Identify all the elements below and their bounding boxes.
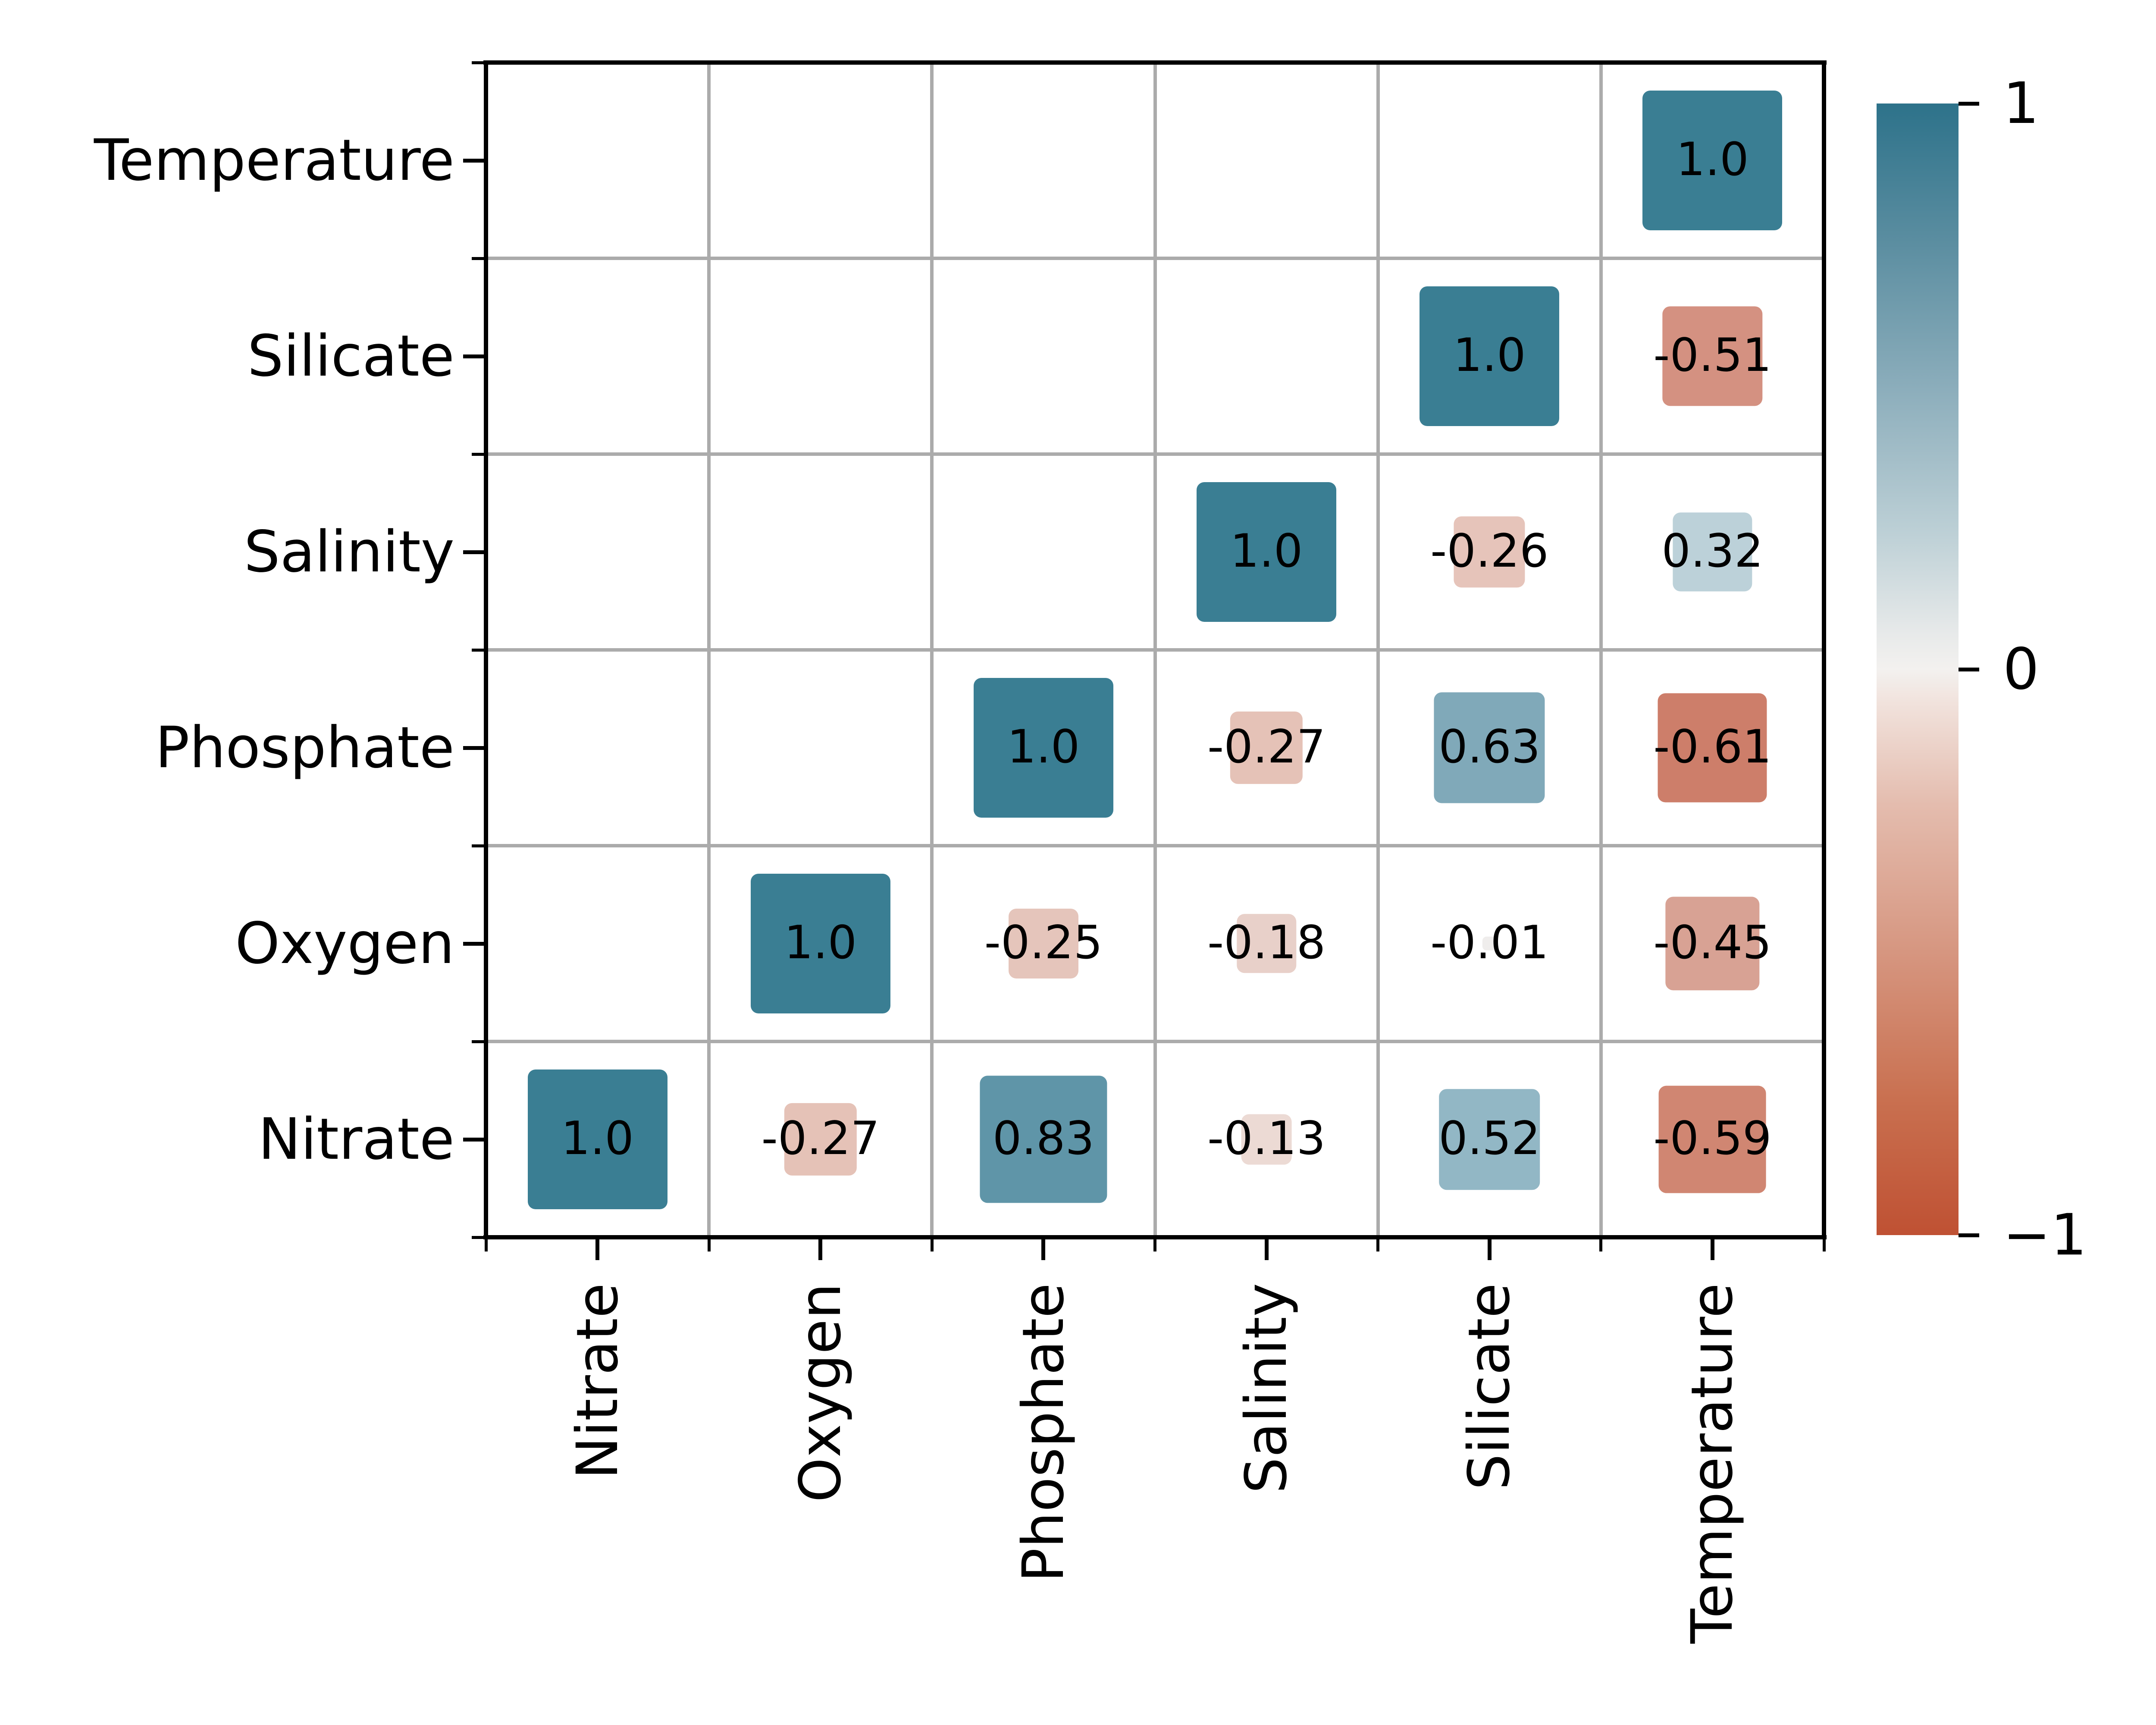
matrix-cell-marker xyxy=(1454,516,1525,588)
matrix-cell-value: 1.0 xyxy=(1007,720,1080,773)
matrix-cell-value: -0.13 xyxy=(1207,1111,1326,1165)
matrix-cell-value: -0.27 xyxy=(1207,720,1326,773)
matrix-cell-marker xyxy=(784,1103,857,1176)
x-tick-label-salinity: Salinity xyxy=(1233,1283,1300,1494)
y-minor-tick xyxy=(472,648,484,652)
matrix-cell-value: 1.0 xyxy=(561,1111,634,1165)
colorbar-tick xyxy=(1959,1233,1979,1237)
matrix-cell-marker xyxy=(1658,693,1767,803)
plot-spine-bottom xyxy=(483,1235,1827,1239)
x-major-tick xyxy=(1487,1239,1492,1260)
x-minor-tick xyxy=(1822,1239,1826,1251)
matrix-cell-value: 0.63 xyxy=(1438,720,1541,773)
matrix-cell-marker xyxy=(1241,1114,1292,1165)
plot-area: Temperature Silicate Salinity Phosphate Oxyg… xyxy=(94,60,1827,1643)
matrix-cell-marker xyxy=(1237,914,1296,973)
y-major-tick xyxy=(463,550,484,554)
grid-hline xyxy=(486,648,1824,652)
matrix-cell-marker xyxy=(1662,306,1763,406)
grid-hline xyxy=(486,257,1824,260)
matrix-cell-value: 1.0 xyxy=(784,916,857,969)
x-major-tick xyxy=(1710,1239,1714,1260)
x-tick-label-temperature: Temperature xyxy=(1679,1283,1746,1644)
plot-spine-right xyxy=(1822,60,1826,1239)
x-tick-label-silicate: Silicate xyxy=(1456,1283,1523,1490)
y-major-tick xyxy=(463,1137,484,1142)
matrix-cell-value: 0.83 xyxy=(992,1111,1094,1165)
x-minor-tick xyxy=(1376,1239,1380,1251)
colorbar-tick-label: −1 xyxy=(2003,1202,2087,1268)
colorbar-gradient xyxy=(1877,104,1959,1235)
y-minor-tick xyxy=(472,257,484,260)
matrix-cell-value: 1.0 xyxy=(1453,328,1526,382)
x-tick-label-phosphate: Phosphate xyxy=(1010,1283,1077,1583)
y-major-tick xyxy=(463,354,484,358)
y-major-tick xyxy=(463,158,484,163)
matrix-cell-marker xyxy=(1420,286,1560,426)
matrix-cell-marker xyxy=(1642,91,1783,230)
matrix-cell-value: -0.01 xyxy=(1430,916,1549,969)
matrix-cell-value: 0.32 xyxy=(1661,524,1764,577)
matrix-cell-marker xyxy=(1197,482,1337,622)
colorbar-tick-label: 0 xyxy=(2003,636,2039,703)
matrix-cell-marker xyxy=(1230,711,1303,784)
matrix-cell-marker xyxy=(1665,897,1760,991)
matrix-cell-marker xyxy=(750,874,890,1013)
matrix-cell-marker xyxy=(1658,1085,1766,1193)
matrix-cell-marker xyxy=(1673,512,1752,592)
y-major-tick xyxy=(463,941,484,946)
x-major-tick xyxy=(1041,1239,1046,1260)
matrix-cell-value: 0.52 xyxy=(1438,1111,1541,1165)
y-minor-tick xyxy=(472,452,484,456)
matrix-cell-marker xyxy=(1008,909,1078,979)
grid-hline xyxy=(486,844,1824,847)
x-tick-label-nitrate: Nitrate xyxy=(564,1283,631,1480)
x-tick-label-oxygen: Oxygen xyxy=(787,1283,854,1502)
y-minor-tick xyxy=(472,844,484,847)
matrix-cell-value: -0.18 xyxy=(1207,916,1326,969)
matrix-cell-marker xyxy=(527,1070,667,1209)
matrix-cell-value: -0.25 xyxy=(984,916,1103,969)
plot-spine-left xyxy=(484,60,488,1239)
matrix-cell-value: -0.45 xyxy=(1653,916,1772,969)
x-minor-tick xyxy=(1599,1239,1603,1251)
matrix-cell-marker xyxy=(1434,692,1545,803)
matrix-cell-value: -0.59 xyxy=(1653,1111,1772,1165)
colorbar-tick-label: 1 xyxy=(2003,70,2039,137)
matrix-cell-value: -0.61 xyxy=(1653,720,1772,773)
x-minor-tick xyxy=(930,1239,934,1251)
matrix-cell-marker xyxy=(980,1076,1107,1203)
x-major-tick xyxy=(818,1239,823,1260)
y-tick-label-oxygen: Oxygen xyxy=(235,910,454,977)
x-minor-tick xyxy=(707,1239,711,1251)
y-minor-tick xyxy=(472,1236,484,1239)
matrix-cell-value: -0.26 xyxy=(1430,524,1549,577)
x-minor-tick xyxy=(1153,1239,1156,1251)
matrix-cell-marker xyxy=(1482,936,1497,951)
plot-spine-top xyxy=(483,60,1827,65)
matrix-cell-value: -0.51 xyxy=(1653,328,1772,382)
y-tick-label-nitrate: Nitrate xyxy=(258,1106,454,1173)
y-minor-tick xyxy=(472,61,484,64)
matrix-cell-value: 1.0 xyxy=(1230,524,1303,577)
matrix-cell-marker xyxy=(973,678,1113,818)
y-tick-label-phosphate: Phosphate xyxy=(155,715,454,781)
x-minor-tick xyxy=(484,1239,488,1251)
x-major-tick xyxy=(1264,1239,1269,1260)
grid-hline xyxy=(486,452,1824,456)
matrix-cell-value: -0.27 xyxy=(761,1111,880,1165)
y-tick-label-silicate: Silicate xyxy=(247,323,454,389)
y-tick-label-temperature: Temperature xyxy=(94,127,454,194)
colorbar-tick xyxy=(1959,667,1979,671)
grid-hline xyxy=(486,1040,1824,1043)
x-major-tick xyxy=(595,1239,600,1260)
y-minor-tick xyxy=(472,1040,484,1043)
y-tick-label-salinity: Salinity xyxy=(244,519,454,585)
matrix-cell-marker xyxy=(1439,1089,1540,1190)
colorbar-tick xyxy=(1959,101,1979,106)
matrix-cell-value: 1.0 xyxy=(1676,132,1749,186)
y-major-tick xyxy=(463,746,484,750)
